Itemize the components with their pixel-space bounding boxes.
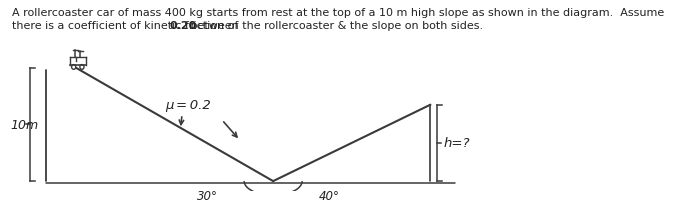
Text: A rollercoaster car of mass 400 kg starts from rest at the top of a 10 m high sl: A rollercoaster car of mass 400 kg start… xyxy=(12,7,664,17)
Text: there is a coefficient of kinetic friction of: there is a coefficient of kinetic fricti… xyxy=(12,21,241,31)
Text: between the rollercoaster & the slope on both sides.: between the rollercoaster & the slope on… xyxy=(187,21,483,31)
Text: 0.20: 0.20 xyxy=(169,21,197,31)
Text: 30°: 30° xyxy=(197,189,218,202)
Text: 40°: 40° xyxy=(319,189,340,202)
Text: h=?: h=? xyxy=(444,137,470,150)
Text: μ = 0.2: μ = 0.2 xyxy=(165,99,211,112)
Text: 10m: 10m xyxy=(10,118,38,131)
